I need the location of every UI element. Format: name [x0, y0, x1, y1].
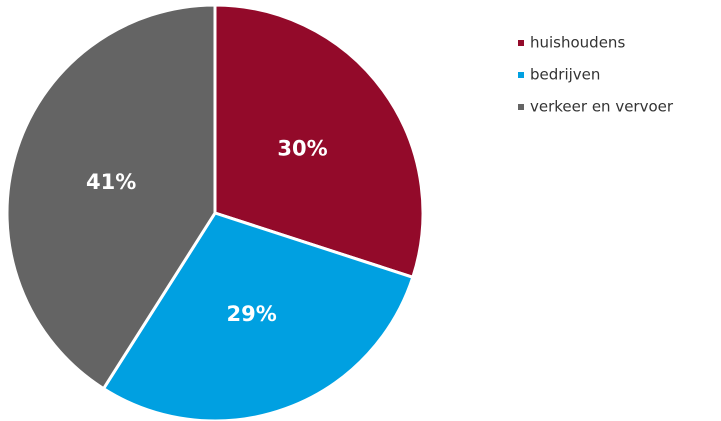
legend-swatch [518, 104, 524, 110]
pie-slice [5, 3, 217, 391]
legend-swatch [518, 72, 524, 78]
pie-slice [101, 211, 415, 421]
pie-slice [213, 3, 425, 280]
legend-label: bedrijven [530, 66, 600, 84]
legend-swatch [518, 40, 524, 46]
slice-label: 30% [277, 136, 327, 160]
slice-label: 41% [86, 170, 136, 194]
legend-label: verkeer en vervoer [530, 98, 674, 116]
legend-label: huishoudens [530, 34, 625, 52]
slice-label: 29% [227, 302, 277, 326]
